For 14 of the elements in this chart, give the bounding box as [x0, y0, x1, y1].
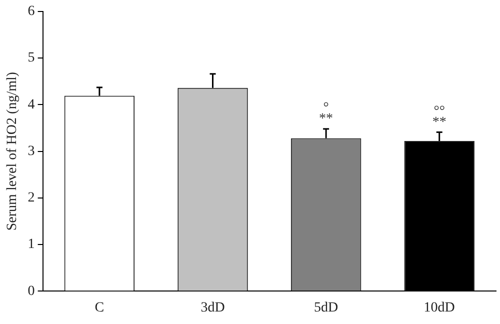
x-tick-label: C	[94, 300, 104, 316]
annotation: **	[319, 112, 334, 127]
y-tick-label: 1	[28, 237, 35, 252]
y-tick-label: 5	[28, 50, 35, 66]
y-tick-label: 0	[28, 284, 35, 299]
x-tick-label: 3dD	[200, 300, 225, 316]
y-axis-title: Serum level of HO2 (ng/ml)	[5, 72, 20, 231]
x-tick-label: 10dD	[424, 300, 455, 316]
y-tick-label: 3	[28, 144, 35, 159]
y-tick-label: 2	[28, 190, 35, 206]
annotation: **	[432, 114, 446, 130]
y-tick-label: 6	[28, 4, 35, 20]
x-tick-label: 5dD	[314, 300, 338, 316]
y-tick-label: 4	[28, 97, 35, 112]
